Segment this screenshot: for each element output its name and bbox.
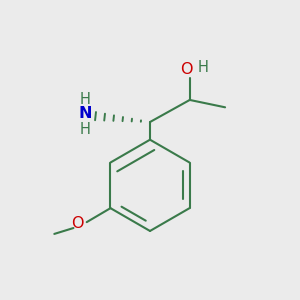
Text: H: H <box>80 122 91 137</box>
Text: O: O <box>181 61 193 76</box>
Text: H: H <box>80 92 91 107</box>
Text: N: N <box>79 106 92 121</box>
Text: O: O <box>72 216 84 231</box>
Text: H: H <box>198 60 208 75</box>
